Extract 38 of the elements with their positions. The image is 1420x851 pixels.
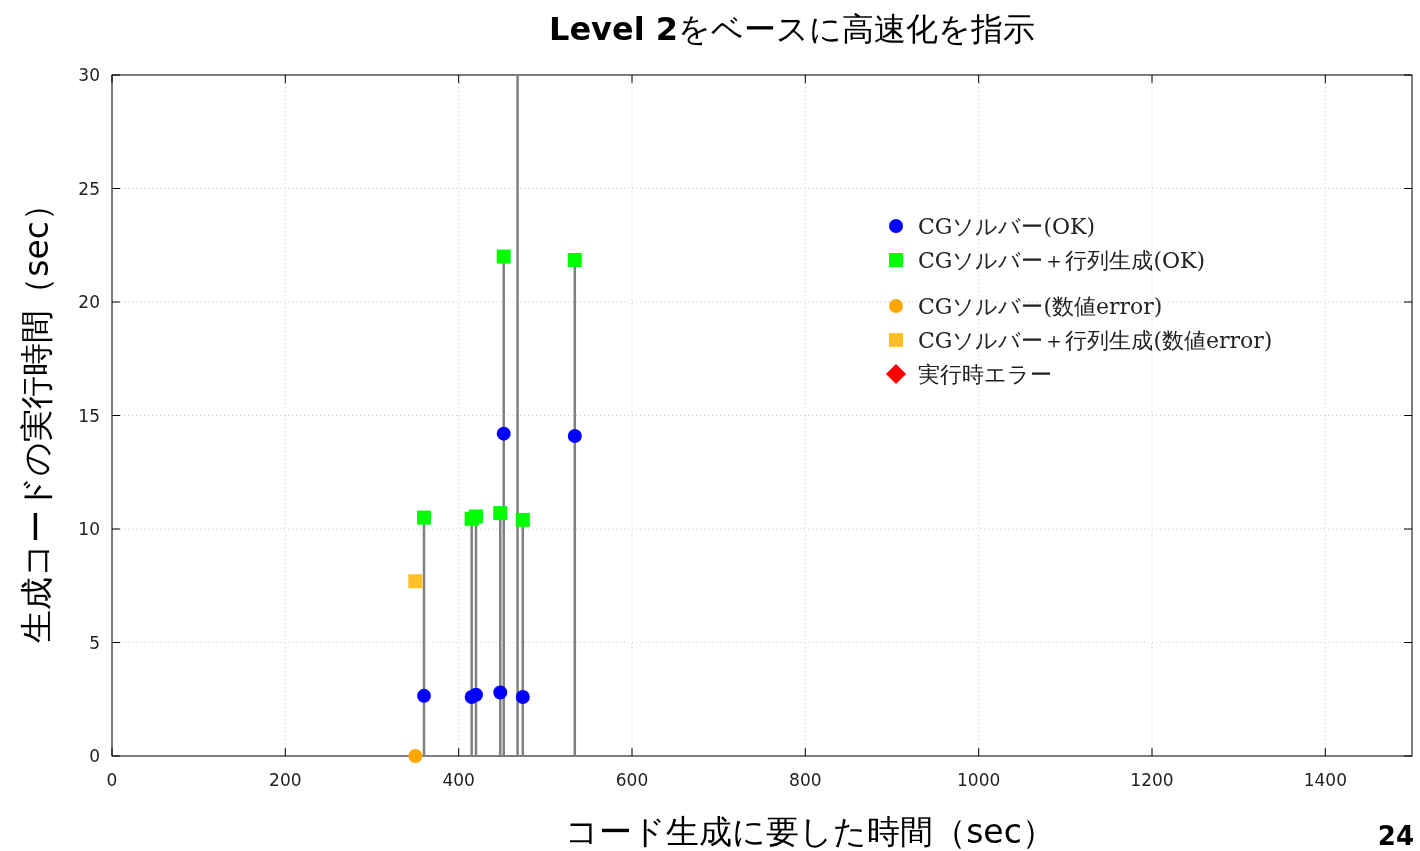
legend-label: CGソルバー＋行列生成(OK) — [918, 248, 1206, 273]
legend-label: 実行時エラー — [918, 362, 1052, 387]
y-tick-label: 5 — [89, 632, 100, 653]
point — [496, 426, 511, 441]
point — [493, 685, 508, 700]
legend-label: CGソルバー(OK) — [918, 214, 1096, 239]
x-tick-label: 1400 — [1303, 770, 1347, 790]
point — [408, 574, 423, 589]
x-axis-title: コード生成に要した時間（sec） — [565, 812, 1055, 851]
point — [417, 510, 431, 525]
y-tick-label: 10 — [78, 519, 100, 539]
y-axis-title: 生成コードの実行時間（sec） — [17, 188, 56, 643]
point — [567, 428, 582, 443]
y-tick-label: 30 — [78, 65, 100, 85]
point — [515, 512, 530, 527]
point — [408, 749, 423, 763]
x-tick-label: 800 — [789, 770, 822, 790]
point — [417, 688, 431, 703]
point — [469, 509, 483, 524]
text: 24 — [1377, 821, 1414, 851]
x-tick-label: 0 — [106, 770, 118, 790]
y-tick-label: 25 — [78, 178, 100, 199]
x-tick-label: 1200 — [1130, 770, 1174, 790]
y-tick-label: 0 — [89, 746, 100, 766]
point — [515, 689, 530, 704]
point — [496, 249, 511, 264]
point — [567, 253, 582, 268]
y-tick-label: 20 — [78, 292, 100, 312]
legend-label: CGソルバー(数値error) — [918, 294, 1163, 319]
x-tick-label: 200 — [269, 770, 302, 790]
point — [469, 687, 483, 702]
chart-title: Level 2をベースに高速化を指示 — [548, 10, 1036, 48]
point — [493, 506, 508, 521]
legend-label: CGソルバー＋行列生成(数値error) — [918, 328, 1273, 353]
x-tick-label: 600 — [615, 770, 649, 790]
x-tick-label: 1000 — [957, 770, 1001, 790]
x-tick-label: 400 — [442, 770, 475, 790]
y-tick-label: 15 — [78, 405, 100, 426]
